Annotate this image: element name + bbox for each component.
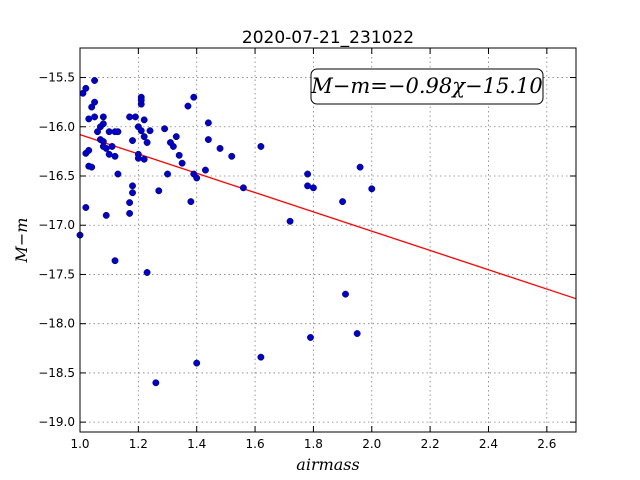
data-point [307, 334, 314, 341]
x-tick-label: 2.6 [537, 437, 556, 451]
data-point [82, 84, 90, 92]
data-point [126, 113, 134, 121]
equation-annotation: M−m=−0.98χ−15.10 [310, 68, 544, 105]
data-point [105, 150, 113, 158]
data-point [184, 102, 192, 110]
data-point [105, 128, 113, 136]
data-point [129, 189, 136, 197]
data-point [126, 209, 134, 217]
data-point [140, 155, 148, 163]
fit-line-group [79, 134, 577, 300]
data-point [193, 174, 201, 182]
x-tick-label: 2.0 [362, 437, 381, 451]
y-tick-label: −15.5 [38, 71, 75, 85]
data-point [239, 184, 247, 192]
y-tick-label: −17.5 [38, 267, 75, 281]
x-tick-label: 1.4 [187, 437, 206, 451]
equation-box [310, 68, 544, 105]
data-point [108, 143, 116, 150]
data-point [175, 151, 183, 159]
data-point [286, 217, 294, 225]
data-point [85, 146, 93, 154]
data-point [204, 136, 212, 144]
data-point [257, 353, 265, 361]
data-point [202, 166, 209, 174]
data-point [91, 77, 99, 84]
data-point [82, 204, 90, 211]
x-tick-label: 2.4 [479, 437, 498, 451]
fit-line [79, 134, 577, 300]
data-point [304, 170, 312, 178]
data-point [134, 154, 142, 162]
data-point [353, 330, 361, 337]
y-tick-label: −18.0 [38, 317, 75, 331]
data-point [152, 379, 160, 387]
data-point [204, 119, 212, 127]
y-tick-label: −17.0 [38, 218, 75, 232]
data-point [190, 93, 198, 101]
equation-text: M−m=−0.98χ−15.10 [310, 74, 542, 98]
x-tick-label: 1.6 [246, 437, 265, 451]
chart-title: 2020-07-21_231022 [242, 28, 414, 48]
data-point [111, 152, 119, 160]
plot-frame [79, 47, 577, 433]
data-point [155, 187, 163, 195]
data-point [178, 159, 186, 167]
data-point [140, 133, 148, 141]
data-point [91, 113, 99, 121]
data-point [146, 127, 154, 135]
data-point [137, 96, 145, 104]
x-axis-label: airmass [296, 455, 359, 474]
data-point [342, 290, 349, 298]
data-point [102, 211, 110, 219]
data-point [169, 143, 177, 150]
data-point [368, 185, 376, 193]
data-points [76, 77, 376, 387]
x-tick-label: 1.2 [129, 437, 148, 451]
y-tick-label: −19.0 [38, 415, 75, 429]
data-point [88, 163, 96, 171]
data-point [91, 98, 99, 106]
data-point [309, 184, 317, 192]
data-point [228, 152, 236, 160]
x-tick-label: 1.8 [304, 437, 323, 451]
grid-lines [79, 48, 576, 432]
data-point [129, 182, 136, 190]
x-tick-label: 2.2 [421, 437, 440, 451]
data-point [99, 113, 107, 121]
axis-ticks: 1.0 1.2 1.4 1.6 1.8 2.0 2.2 2.4 2.6 −15.5 −16.0 −16… [38, 48, 576, 451]
y-axis-label: M−m [12, 218, 31, 264]
data-point [129, 137, 136, 145]
y-tick-label: −18.5 [38, 366, 75, 380]
data-point [140, 116, 148, 124]
data-point [304, 182, 312, 190]
data-point [193, 359, 201, 367]
x-tick-label: 1.0 [70, 437, 89, 451]
data-point [111, 257, 119, 265]
data-point [143, 139, 151, 146]
data-point [126, 199, 134, 207]
data-point [257, 143, 265, 150]
data-point [164, 170, 171, 178]
data-point [114, 170, 122, 178]
data-point [143, 269, 151, 276]
y-tick-label: −16.5 [38, 169, 75, 183]
data-point [114, 128, 122, 136]
data-point [339, 198, 347, 206]
data-point [172, 133, 180, 141]
data-point [356, 163, 364, 171]
data-point [216, 144, 224, 152]
data-point [99, 120, 107, 128]
data-point [131, 113, 139, 121]
y-tick-label: −16.0 [38, 120, 75, 134]
data-point [161, 125, 169, 133]
data-point [102, 144, 110, 152]
data-point [137, 127, 145, 135]
data-point [85, 115, 93, 123]
data-point [187, 198, 195, 206]
